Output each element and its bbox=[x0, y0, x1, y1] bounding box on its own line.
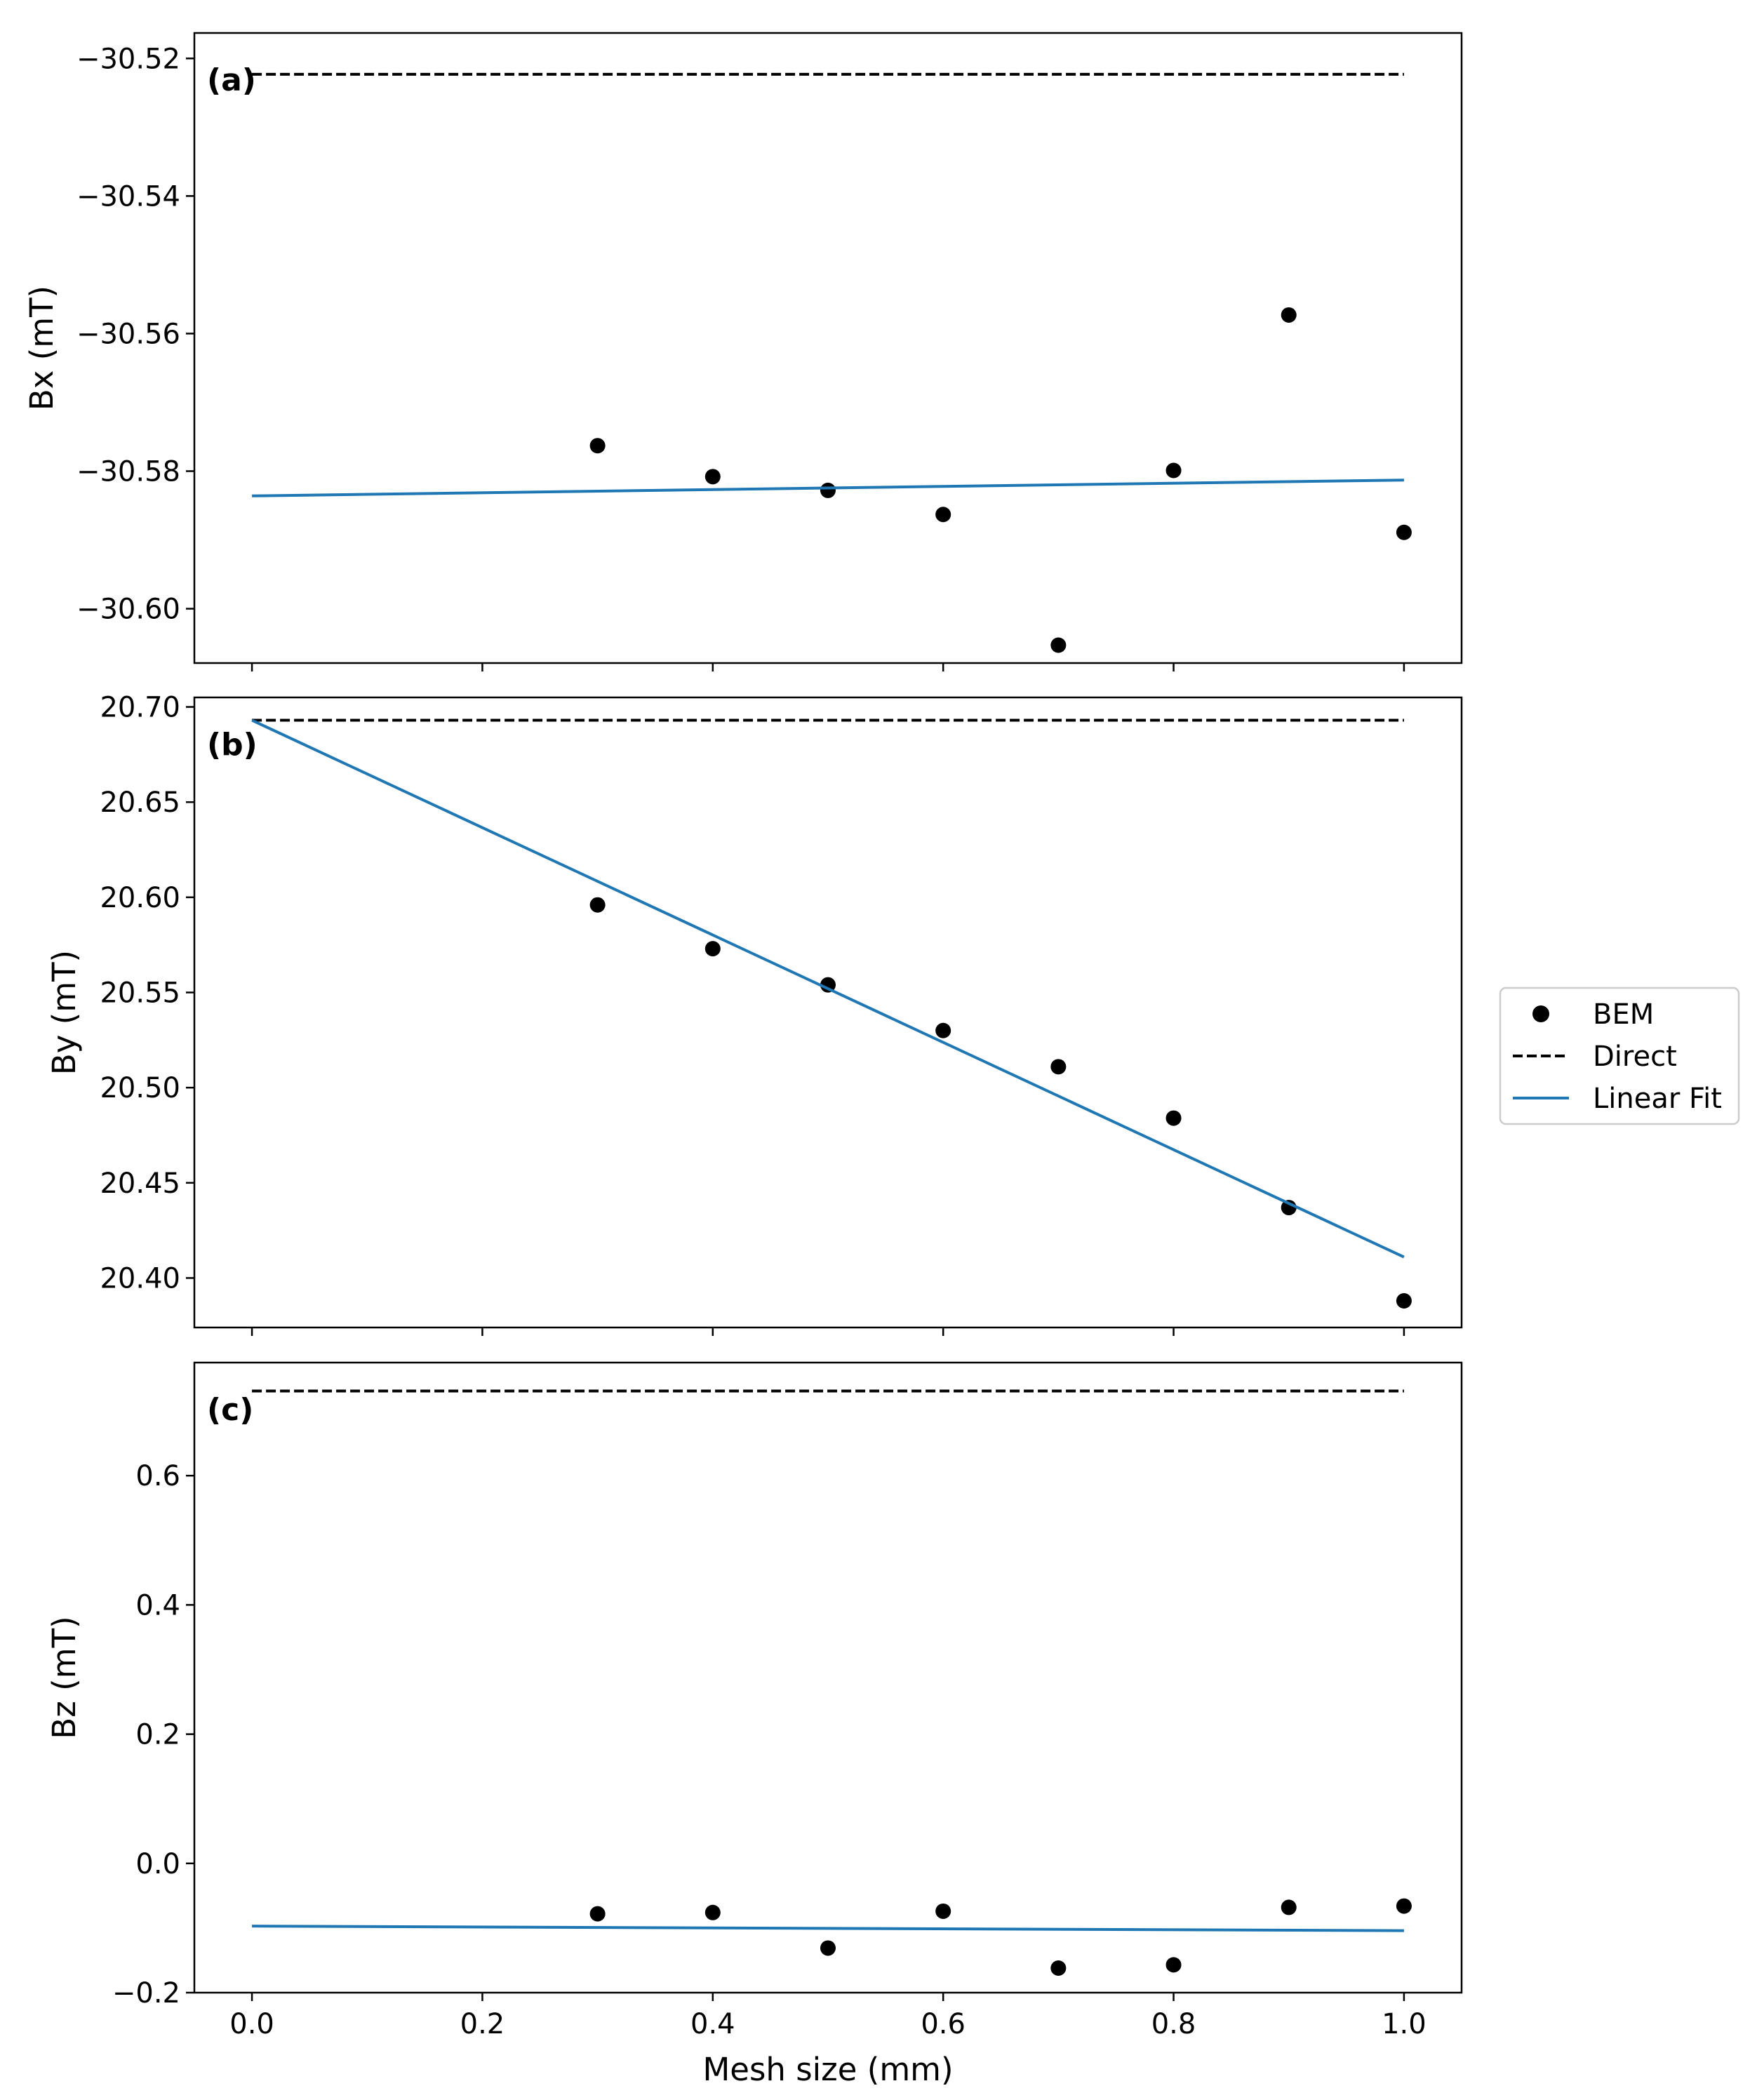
x-tick-label: 0.4 bbox=[690, 2008, 735, 2040]
bem-point bbox=[1050, 1960, 1067, 1977]
y-axis-label: By (mT) bbox=[46, 950, 83, 1075]
axes-frame bbox=[193, 696, 1463, 1329]
panel-label: (b) bbox=[207, 727, 258, 763]
y-tick-label: −30.54 bbox=[76, 180, 180, 213]
legend-bem-marker bbox=[1532, 1005, 1549, 1022]
bem-point bbox=[1281, 1899, 1297, 1915]
bem-point bbox=[935, 1022, 951, 1038]
x-tick-label: 0.0 bbox=[229, 2008, 274, 2040]
panel-a: −30.52 −30.54 −30.56 −30.58 −30.60 (a) Bx (mT) bbox=[23, 32, 1463, 671]
bem-point bbox=[820, 482, 836, 498]
bem-point bbox=[1165, 462, 1182, 479]
bem-point bbox=[1050, 637, 1067, 653]
y-tick-label: −30.60 bbox=[76, 594, 180, 626]
bem-point bbox=[820, 1940, 836, 1956]
x-tick-label: 0.6 bbox=[921, 2008, 966, 2040]
legend-frame bbox=[1499, 987, 1740, 1125]
y-tick-label: 0.6 bbox=[135, 1460, 180, 1492]
x-axis-label: Mesh size (mm) bbox=[702, 2051, 953, 2088]
bem-point bbox=[704, 469, 721, 485]
bem-point bbox=[1396, 524, 1412, 540]
bem-point bbox=[704, 1904, 721, 1920]
axes-frame bbox=[193, 32, 1463, 664]
bem-point bbox=[1396, 1293, 1412, 1309]
y-tick-label: −30.56 bbox=[76, 318, 180, 350]
y-axis-label: Bz (mT) bbox=[46, 1616, 83, 1739]
panel-label: (c) bbox=[207, 1392, 253, 1428]
bem-point bbox=[1396, 1898, 1412, 1914]
legend-bem-label: BEM bbox=[1593, 998, 1654, 1031]
bem-point bbox=[589, 438, 606, 454]
y-tick-label: 20.65 bbox=[100, 787, 180, 819]
y-tick-label: 20.60 bbox=[100, 882, 180, 914]
panel-b: 20.70 20.65 20.60 20.55 20.50 20.45 20.40 (b) By… bbox=[46, 692, 1463, 1336]
y-tick-label: 0.0 bbox=[135, 1848, 180, 1880]
y-tick-label: 0.4 bbox=[135, 1589, 180, 1621]
y-tick-label: 20.40 bbox=[100, 1262, 180, 1295]
y-axis-label: Bx (mT) bbox=[23, 286, 60, 410]
y-tick-label: 20.55 bbox=[100, 977, 180, 1010]
legend: BEM Direct Linear Fit bbox=[1499, 987, 1740, 1125]
linear-fit-line bbox=[251, 718, 1405, 1259]
bem-point bbox=[589, 897, 606, 913]
panel-label: (a) bbox=[207, 62, 256, 98]
bem-point bbox=[589, 1906, 606, 1922]
legend-direct-label: Direct bbox=[1593, 1041, 1677, 1073]
bem-point bbox=[704, 941, 721, 957]
y-tick-label: −0.2 bbox=[112, 1977, 180, 2009]
bem-point bbox=[1281, 307, 1297, 323]
x-tick-label: 1.0 bbox=[1382, 2008, 1427, 2040]
y-tick-label: 0.2 bbox=[135, 1719, 180, 1751]
bem-point bbox=[935, 507, 951, 523]
bem-point bbox=[820, 977, 836, 993]
bem-point bbox=[1165, 1110, 1182, 1126]
bem-point bbox=[1165, 1957, 1182, 1973]
panel-c: 0.6 0.4 0.2 0.0 −0.2 0.0 0.2 0.4 0.6 0.8 1.0 (c) Bz … bbox=[46, 1361, 1463, 2088]
y-tick-label: −30.52 bbox=[76, 43, 180, 75]
linear-fit-line bbox=[252, 1925, 1404, 1932]
x-tick-label: 0.2 bbox=[460, 2008, 505, 2040]
y-tick-label: −30.58 bbox=[76, 455, 180, 488]
y-tick-label: 20.70 bbox=[100, 692, 180, 724]
legend-linear-fit-label: Linear Fit bbox=[1593, 1083, 1722, 1115]
linear-fit-line bbox=[252, 479, 1404, 497]
axes-frame bbox=[193, 1361, 1463, 1994]
x-tick-label: 0.8 bbox=[1151, 2008, 1196, 2040]
bem-point bbox=[935, 1903, 951, 1919]
y-tick-label: 20.45 bbox=[100, 1168, 180, 1200]
y-tick-label: 20.50 bbox=[100, 1072, 180, 1104]
bem-point bbox=[1050, 1059, 1067, 1075]
